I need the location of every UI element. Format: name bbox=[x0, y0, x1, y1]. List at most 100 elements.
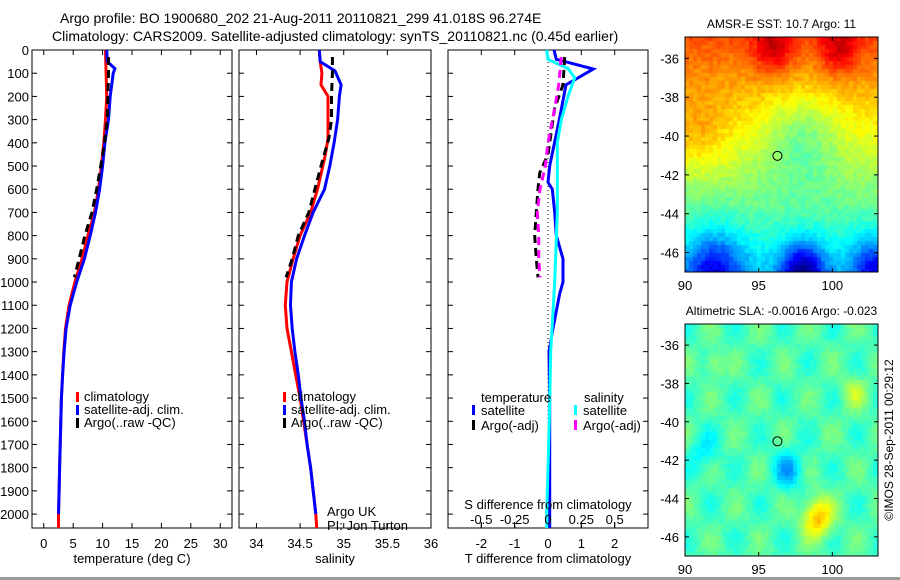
temperature-profile-axes bbox=[31, 49, 233, 529]
salinity-profile-axes bbox=[238, 49, 432, 529]
legend-label: satellite bbox=[481, 403, 525, 418]
s-tick-label: 0 bbox=[544, 512, 551, 527]
y-tick-label: -42 bbox=[660, 453, 679, 468]
y-tick-label: 400 bbox=[7, 136, 29, 151]
y-tick-label: -46 bbox=[660, 246, 679, 261]
s-tick-label: 0.5 bbox=[606, 512, 624, 527]
x-tick-label: 100 bbox=[821, 562, 843, 577]
sst-map bbox=[684, 36, 879, 273]
y-tick-label: 1100 bbox=[1, 298, 29, 313]
y-tick-label: 800 bbox=[7, 229, 29, 244]
y-tick-label: 600 bbox=[7, 182, 29, 197]
legend-swatch bbox=[574, 420, 577, 430]
salinity-profile-frame bbox=[238, 49, 432, 529]
x-axis-label: T difference from climatology bbox=[465, 551, 632, 566]
y-tick-label: 1400 bbox=[0, 368, 29, 383]
y-tick-label: 1800 bbox=[0, 461, 29, 476]
s-tick-label: -0.25 bbox=[500, 512, 530, 527]
y-tick-label: -38 bbox=[660, 90, 679, 105]
legend-header-temperature: temperature bbox=[481, 390, 551, 405]
sst-map-frame bbox=[684, 36, 879, 273]
legend-label: Argo(..raw -QC) bbox=[291, 415, 383, 430]
x-tick-label: 100 bbox=[821, 278, 843, 293]
argo-position-marker bbox=[772, 436, 783, 447]
legend-label: climatology bbox=[291, 389, 357, 404]
legend-swatch bbox=[283, 392, 286, 402]
legend-swatch bbox=[76, 392, 79, 402]
x-tick-label: 2 bbox=[611, 536, 618, 551]
series-s-argo-adj- bbox=[535, 56, 563, 278]
x-axis-label: salinity bbox=[315, 551, 355, 566]
series-satellite-adj-clim- bbox=[288, 49, 343, 515]
x-tick-label: 36 bbox=[424, 536, 438, 551]
series-s-satellite bbox=[545, 49, 577, 528]
y-tick-label: 200 bbox=[7, 89, 29, 104]
y-tick-label: 700 bbox=[7, 205, 29, 220]
legend-label: Argo(-adj) bbox=[583, 418, 641, 433]
y-tick-label: 1700 bbox=[0, 437, 29, 452]
legend-swatch bbox=[76, 418, 79, 428]
sla-map bbox=[684, 323, 879, 557]
x-tick-label: 34.5 bbox=[287, 536, 312, 551]
y-tick-label: -42 bbox=[660, 168, 679, 183]
y-tick-label: 1300 bbox=[0, 345, 29, 360]
x-tick-label: 35.5 bbox=[375, 536, 400, 551]
y-tick-label: 300 bbox=[7, 113, 29, 128]
s-tick-label: 0.25 bbox=[569, 512, 594, 527]
series-satellite-adj-clim- bbox=[57, 49, 117, 515]
window-bottom-edge bbox=[0, 577, 900, 580]
legend-swatch bbox=[472, 420, 475, 430]
x-tick-label: 1 bbox=[578, 536, 585, 551]
s-axis-label: S difference from climatology bbox=[464, 497, 632, 512]
y-tick-label: -44 bbox=[660, 207, 679, 222]
y-tick-label: -44 bbox=[660, 491, 679, 506]
s-tick-label: -0.5 bbox=[470, 512, 492, 527]
x-tick-label: 15 bbox=[125, 536, 139, 551]
legend-swatch bbox=[574, 405, 577, 415]
x-tick-label: 0 bbox=[40, 536, 47, 551]
x-tick-label: 30 bbox=[213, 536, 227, 551]
x-tick-label: 10 bbox=[95, 536, 109, 551]
annotation-line1: Argo UK bbox=[327, 504, 376, 519]
x-tick-label: 90 bbox=[678, 278, 692, 293]
copyright-credit: ©IMOS 28-Sep-2011 00:29:12 bbox=[882, 359, 896, 521]
y-tick-label: 500 bbox=[7, 159, 29, 174]
argo-position-marker bbox=[772, 150, 783, 161]
y-tick-label: 900 bbox=[7, 252, 29, 267]
figure-title-line1: Argo profile: BO 1900680_202 21-Aug-2011… bbox=[60, 10, 542, 26]
x-tick-label: 20 bbox=[154, 536, 168, 551]
legend-label: satellite bbox=[583, 403, 627, 418]
x-tick-label: 90 bbox=[678, 562, 692, 577]
y-tick-label: -36 bbox=[660, 51, 679, 66]
x-tick-label: 95 bbox=[751, 562, 765, 577]
sla-map-frame bbox=[684, 323, 879, 557]
x-tick-label: -2 bbox=[476, 536, 488, 551]
legend-label: Argo(..raw -QC) bbox=[84, 415, 176, 430]
legend-swatch bbox=[472, 405, 475, 415]
sst-map-title: AMSR-E SST: 10.7 Argo: 11 bbox=[707, 17, 857, 31]
legend-label: satellite-adj. clim. bbox=[291, 402, 391, 417]
y-tick-label: 2000 bbox=[0, 507, 29, 522]
y-tick-label: 1200 bbox=[0, 321, 29, 336]
x-tick-label: -1 bbox=[509, 536, 521, 551]
x-axis-label: temperature (deg C) bbox=[73, 551, 190, 566]
legend-label: Argo(-adj) bbox=[481, 418, 539, 433]
y-tick-label: 100 bbox=[7, 66, 29, 81]
legend-label: climatology bbox=[84, 389, 150, 404]
y-tick-label: -40 bbox=[660, 415, 679, 430]
y-tick-label: -40 bbox=[660, 129, 679, 144]
y-tick-label: 1500 bbox=[0, 391, 29, 406]
y-tick-label: 1000 bbox=[0, 275, 29, 290]
legend-swatch bbox=[76, 405, 79, 415]
temperature-profile-frame bbox=[31, 49, 233, 529]
y-tick-label: 1900 bbox=[0, 484, 29, 499]
y-tick-label: -38 bbox=[660, 376, 679, 391]
legend-label: satellite-adj. clim. bbox=[84, 402, 184, 417]
figure-title-line2: Climatology: CARS2009. Satellite-adjuste… bbox=[52, 28, 619, 44]
x-tick-label: 95 bbox=[751, 278, 765, 293]
x-tick-label: 0 bbox=[544, 536, 551, 551]
y-tick-label: -36 bbox=[660, 338, 679, 353]
x-tick-label: 5 bbox=[70, 536, 77, 551]
legend-header-salinity: salinity bbox=[584, 390, 624, 405]
legend-swatch bbox=[283, 405, 286, 415]
